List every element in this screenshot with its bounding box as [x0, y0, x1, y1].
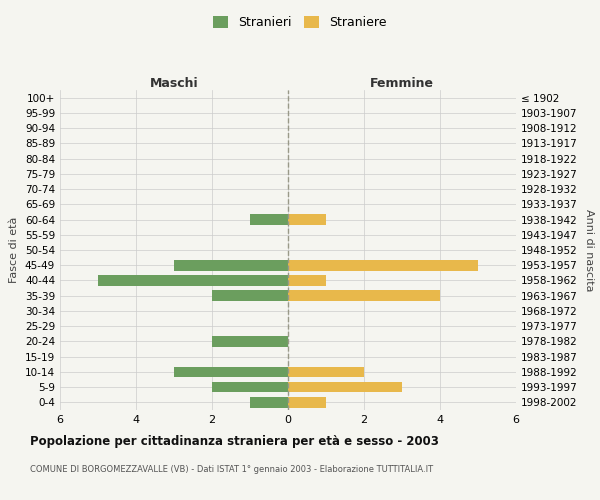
Y-axis label: Fasce di età: Fasce di età	[10, 217, 19, 283]
Bar	[288, 382, 402, 392]
Text: COMUNE DI BORGOMEZZAVALLE (VB) - Dati ISTAT 1° gennaio 2003 - Elaborazione TUTTI: COMUNE DI BORGOMEZZAVALLE (VB) - Dati IS…	[30, 465, 433, 474]
Bar	[174, 260, 288, 270]
Text: Popolazione per cittadinanza straniera per età e sesso - 2003: Popolazione per cittadinanza straniera p…	[30, 435, 439, 448]
Text: Femmine: Femmine	[370, 77, 434, 90]
Bar	[288, 214, 326, 225]
Bar	[174, 366, 288, 377]
Bar	[250, 214, 288, 225]
Bar	[212, 336, 288, 347]
Bar	[288, 290, 440, 301]
Bar	[98, 275, 288, 286]
Text: Maschi: Maschi	[149, 77, 199, 90]
Bar	[288, 366, 364, 377]
Bar	[212, 382, 288, 392]
Y-axis label: Anni di nascita: Anni di nascita	[584, 209, 594, 291]
Bar	[288, 275, 326, 286]
Bar	[212, 290, 288, 301]
Bar	[288, 260, 478, 270]
Legend: Stranieri, Straniere: Stranieri, Straniere	[208, 11, 392, 34]
Bar	[250, 397, 288, 407]
Bar	[288, 397, 326, 407]
